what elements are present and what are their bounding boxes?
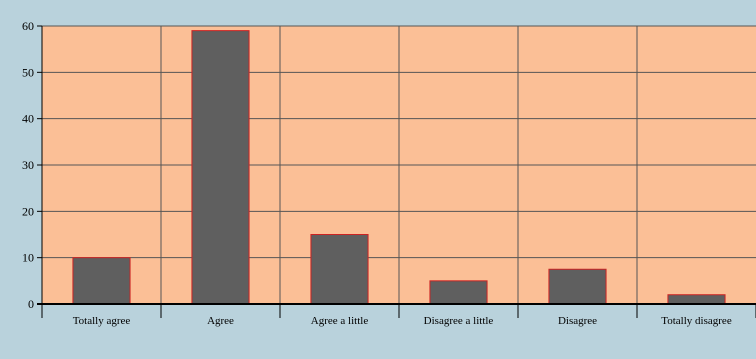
bar bbox=[191, 30, 250, 305]
y-tick-label: 20 bbox=[22, 204, 34, 218]
bar bbox=[429, 280, 488, 305]
x-tick-label: Disagree bbox=[558, 315, 597, 327]
bar bbox=[310, 234, 369, 305]
y-tick-label: 10 bbox=[22, 251, 34, 265]
bars bbox=[72, 30, 726, 305]
y-tick-label: 40 bbox=[22, 112, 34, 126]
y-tick-label: 60 bbox=[22, 19, 34, 33]
x-tick-label: Totally agree bbox=[73, 315, 131, 327]
bar bbox=[548, 268, 607, 305]
x-axis-ticks: Totally agree Agree Agree a little Disagree… bbox=[41, 304, 756, 327]
y-tick-label: 50 bbox=[22, 65, 34, 79]
bar bbox=[72, 257, 131, 305]
x-tick-label: Agree a little bbox=[311, 315, 369, 327]
y-tick-label: 30 bbox=[22, 158, 34, 172]
y-tick-label: 0 bbox=[28, 297, 34, 311]
x-tick-label: Agree bbox=[207, 315, 234, 327]
x-tick-label: Disagree a little bbox=[424, 315, 494, 327]
x-tick-label: Totally disagree bbox=[661, 315, 732, 327]
gridlines bbox=[42, 25, 756, 304]
y-axis-ticks: 0 10 20 30 40 50 60 bbox=[22, 19, 42, 311]
bar bbox=[667, 294, 726, 305]
